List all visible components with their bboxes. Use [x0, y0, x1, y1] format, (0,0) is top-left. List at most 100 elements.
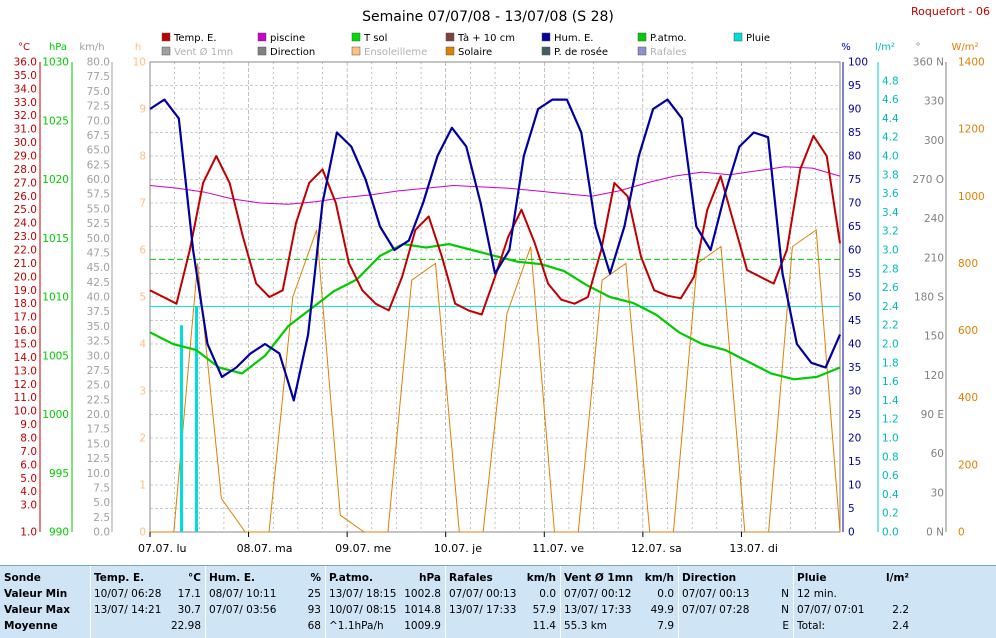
tick-kmh-20: 50.0 [87, 233, 110, 245]
stats-header: Temp. E. °C [94, 572, 201, 584]
tick-temp-12: 14.0 [14, 352, 37, 364]
tick-wm2-0: 0 [958, 527, 965, 539]
unit-wm2: W/m² [951, 42, 978, 53]
tick-temp-23: 25.0 [14, 204, 37, 216]
stats-row: 22.98 [170, 620, 201, 632]
tick-kmh-10: 25.0 [87, 380, 110, 392]
tick-kmh-32: 80.0 [87, 57, 110, 69]
stats-row: 13/07/ 17:33 49.9 [564, 604, 674, 616]
tick-deg-9: 270 O [912, 174, 944, 186]
stats-separator [793, 566, 794, 638]
tick-kmh-30: 75.0 [87, 86, 110, 98]
tick-temp-30: 32.0 [14, 110, 37, 122]
tick-h-7: 7 [139, 198, 146, 210]
tick-temp-14: 16.0 [14, 325, 37, 337]
tick-kmh-2: 5.0 [93, 497, 110, 509]
legend-label-6: Pluie [746, 33, 770, 44]
stats-header: Direction [682, 572, 737, 584]
unit-deg: ° [916, 42, 921, 53]
tick-lm2-16: 3.2 [882, 226, 899, 238]
tick-wm2-4: 800 [958, 258, 978, 270]
tick-h-9: 9 [139, 104, 146, 116]
unit-pct: % [841, 42, 851, 53]
tick-temp-28: 30.0 [14, 137, 37, 149]
tick-pct-40: 40 [848, 339, 861, 351]
tick-temp-2: 4.0 [20, 486, 37, 498]
stats-row: Valeur Max [4, 604, 70, 616]
stats-row: 68 [307, 620, 321, 632]
unit-lm2: l/m² [875, 42, 895, 53]
tick-lm2-6: 1.2 [882, 414, 899, 426]
stats-row: 07/07/ 00:13 N [682, 588, 789, 600]
stats-col-2: Hum. E.% 08/07/ 10:11 25 07/07/ 03:56 93 68 [205, 566, 325, 638]
tick-kmh-12: 30.0 [87, 350, 110, 362]
tick-hpa-2: 1000 [42, 409, 69, 421]
stats-separator [445, 566, 446, 638]
tick-temp-17: 19.0 [14, 285, 37, 297]
tick-lm2-22: 4.4 [882, 113, 899, 125]
tick-kmh-8: 20.0 [87, 409, 110, 421]
stats-header: P.atmo. hPa [329, 572, 441, 584]
legend-swatch-3 [445, 32, 455, 42]
stats-row: 08/07/ 10:11 25 [209, 588, 321, 600]
tick-temp-4: 6.0 [20, 459, 37, 471]
tick-temp-1: 3.0 [20, 500, 37, 512]
legend-swatch-2 [351, 32, 361, 42]
tick-kmh-26: 65.0 [87, 145, 110, 157]
tick-hpa-7: 1025 [42, 115, 69, 127]
tick-temp-22: 24.0 [14, 218, 37, 230]
tick-pct-10: 10 [848, 480, 861, 492]
stats-row: 12 min. [797, 588, 837, 600]
tick-lm2-19: 3.8 [882, 169, 899, 181]
legend: Temp. E. piscine T sol Tà + 10 cm Hum. E. P.a… [161, 32, 770, 58]
legend-label-10: Solaire [458, 47, 492, 58]
x-label-0: 07.07. lu [138, 542, 187, 555]
pluie-bar-1 [195, 306, 198, 532]
tick-temp-3: 5.0 [20, 473, 37, 485]
legend-label-0: Temp. E. [173, 33, 217, 44]
tick-pct-0: 0 [848, 527, 855, 539]
tick-lm2-23: 4.6 [882, 94, 899, 106]
tick-deg-0: 0 N [926, 527, 944, 539]
tick-temp-29: 31.0 [14, 124, 37, 136]
tick-temp-6: 8.0 [20, 433, 37, 445]
tick-kmh-23: 57.5 [87, 189, 110, 201]
tick-deg-1: 30 [931, 487, 944, 499]
tick-pct-95: 95 [848, 80, 861, 92]
tick-lm2-14: 2.8 [882, 263, 899, 275]
stats-row: Total: 2.4 [797, 620, 909, 632]
tick-kmh-13: 32.5 [87, 336, 110, 348]
legend-swatch-0 [161, 32, 171, 42]
unit-temp: °C [18, 42, 30, 53]
legend-label-5: P.atmo. [650, 33, 687, 44]
axes: 1.03.04.05.06.07.08.09.010.011.012.013.0… [14, 57, 985, 539]
tick-lm2-17: 3.4 [882, 207, 899, 219]
legend-swatch-9 [351, 46, 361, 56]
tick-temp-19: 21.0 [14, 258, 37, 270]
tick-lm2-9: 1.8 [882, 357, 899, 369]
stats-col-4: Rafales km/h 07/07/ 00:13 0.0 13/07/ 17:33 57… [445, 566, 560, 638]
tick-kmh-22: 55.0 [87, 203, 110, 215]
legend-label-7: Vent Ø 1mn [174, 46, 233, 58]
tick-hpa-4: 1010 [42, 292, 69, 304]
stats-separator [205, 566, 206, 638]
x-label-3: 10.07. je [434, 542, 483, 555]
tick-lm2-21: 4.2 [882, 132, 899, 144]
tick-pct-75: 75 [848, 174, 861, 186]
tick-kmh-27: 67.5 [87, 130, 110, 142]
stats-header: Sonde [4, 572, 41, 584]
series-piscine [149, 166, 841, 205]
tick-temp-15: 17.0 [14, 312, 37, 324]
tick-lm2-18: 3.6 [882, 188, 899, 200]
legend-label-9: Ensoleilleme [364, 47, 427, 58]
tick-wm2-2: 400 [958, 392, 978, 404]
tick-pct-85: 85 [848, 127, 861, 139]
stats-row: ^1.1hPa/h 1009.9 [329, 620, 441, 632]
stats-row: 13/07/ 17:33 57.9 [449, 604, 556, 616]
stats-row: 10/07/ 06:28 17.1 [94, 588, 201, 600]
tick-temp-8: 10.0 [14, 406, 37, 418]
unit-h: h [135, 42, 141, 53]
tick-kmh-5: 12.5 [87, 453, 110, 465]
tick-kmh-19: 47.5 [87, 247, 110, 259]
stats-separator [325, 566, 326, 638]
